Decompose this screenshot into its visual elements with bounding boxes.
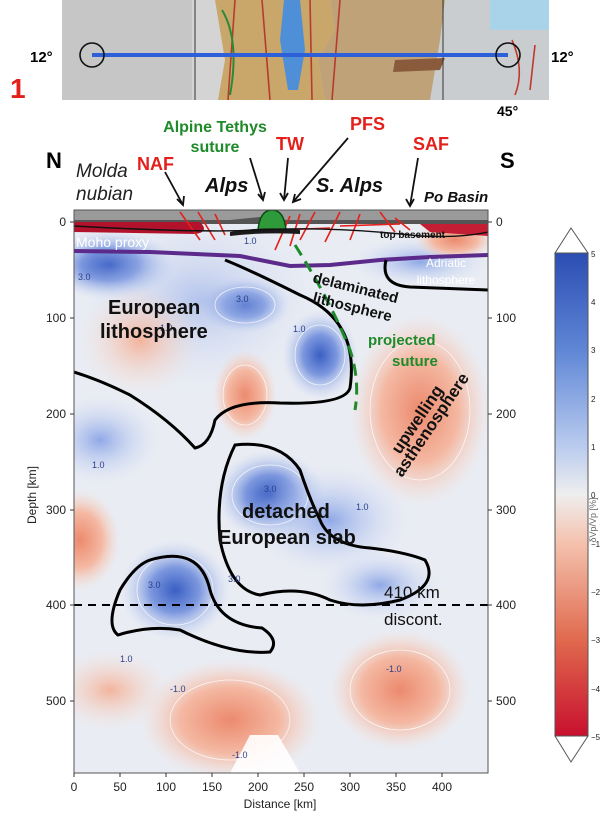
x-tick: 50 [113, 780, 127, 794]
saf-label: SAF [413, 134, 449, 154]
colorbar-label: δVp/Vp [%] [588, 497, 598, 542]
projected-suture-label-2: suture [392, 353, 438, 370]
european-lithosphere-label-1: European [108, 297, 200, 319]
contour-label: 3.0 [236, 294, 249, 304]
y-tick-left: 0 [59, 215, 66, 229]
pfs-label: PFS [350, 114, 385, 134]
colorbar-tick: −4 [591, 685, 601, 694]
y-tick-right: 0 [496, 215, 503, 229]
european-lithosphere-label-2: lithosphere [100, 321, 208, 343]
location-map [62, 0, 549, 101]
velocity-section [74, 210, 488, 773]
contour-label: 1.0 [244, 236, 257, 246]
y-tick-right: 400 [496, 598, 516, 612]
y-tick-left: 500 [46, 694, 66, 708]
contour-label: -1.0 [386, 664, 402, 674]
plot-frame [73, 209, 489, 774]
profile-start-marker [79, 42, 105, 68]
profile-end-marker [495, 42, 521, 68]
y-tick-right: 100 [496, 311, 516, 325]
colorbar-tick: 5 [591, 250, 596, 259]
x-tick: 150 [202, 780, 222, 794]
discontinuity-label-1: 410 km [384, 583, 440, 602]
tw-label: TW [276, 134, 304, 154]
detached-slab-label-2: European slab [218, 527, 356, 549]
x-tick: 400 [432, 780, 452, 794]
y-tick-left: 300 [46, 503, 66, 517]
projected-suture-label-1: projected [368, 332, 436, 349]
moho-proxy-label: Moho proxy [76, 234, 149, 250]
colorbar-tick: −1 [591, 540, 601, 549]
top-basement-label: top basement [380, 230, 446, 241]
y-axis-label: Depth [km] [25, 466, 39, 524]
x-tick: 0 [71, 780, 78, 794]
detached-slab-label-1: detached [242, 501, 330, 523]
y-tick-right: 300 [496, 503, 516, 517]
contour-label: 3.0 [78, 272, 91, 282]
x-tick: 300 [340, 780, 360, 794]
contour-label: 3.0 [264, 484, 277, 494]
map-lat-right: 12° [551, 49, 574, 66]
y-tick-left: 100 [46, 311, 66, 325]
y-tick-right: 200 [496, 407, 516, 421]
projected-suture-line [293, 244, 359, 411]
colorbar-tick: 0 [591, 491, 596, 500]
south-label: S [500, 148, 515, 173]
moho-proxy-line [74, 249, 488, 269]
y-tick-left: 400 [46, 598, 66, 612]
colorbar-tick: 4 [591, 298, 596, 307]
contour-label: -1.0 [232, 750, 248, 760]
alpine-tethys-label-1: Alpine Tethys [163, 119, 267, 136]
adriatic-label-2: lithosphere [417, 273, 476, 287]
moldanubian-label-2: nubian [76, 184, 133, 205]
alps-label: Alps [204, 175, 248, 197]
north-label: N [46, 148, 62, 173]
contour-label: 1.0 [293, 324, 306, 334]
contour-label: 1.0 [120, 654, 133, 664]
colorbar-tick: 2 [591, 395, 596, 404]
contour-label: 3.0 [228, 574, 241, 584]
x-axis-label: Distance [km] [244, 797, 317, 811]
contour-label: 1.0 [92, 460, 105, 470]
contour-label: 1.0 [160, 323, 173, 333]
colorbar [554, 227, 589, 763]
x-tick: 350 [386, 780, 406, 794]
colorbar-tick: −2 [591, 588, 601, 597]
alpine-tethys-label-2: suture [191, 139, 240, 156]
colorbar-tick: 1 [591, 443, 596, 452]
y-tick-left: 200 [46, 407, 66, 421]
po-basin-label: Po Basin [424, 189, 488, 206]
colorbar-tick: 3 [591, 346, 596, 355]
panel-label: 1 [10, 73, 26, 104]
discontinuity-label-2: discont. [384, 610, 443, 629]
x-tick: 200 [248, 780, 268, 794]
s-alps-label: S. Alps [316, 175, 383, 197]
colorbar-tick: −3 [591, 636, 601, 645]
contour-label: 1.0 [356, 502, 369, 512]
map-lon-label: 45° [497, 103, 518, 119]
map-lat-left: 12° [30, 49, 53, 66]
moldanubian-label-1: Molda [76, 161, 128, 182]
naf-label: NAF [137, 154, 174, 174]
adriatic-label-1: Adriatic [426, 256, 466, 270]
x-tick: 100 [156, 780, 176, 794]
x-tick: 250 [294, 780, 314, 794]
y-tick-right: 500 [496, 694, 516, 708]
contour-label: 3.0 [148, 580, 161, 590]
contour-label: -1.0 [170, 684, 186, 694]
colorbar-tick: −5 [591, 733, 601, 742]
detached-slab-outline [217, 442, 431, 607]
